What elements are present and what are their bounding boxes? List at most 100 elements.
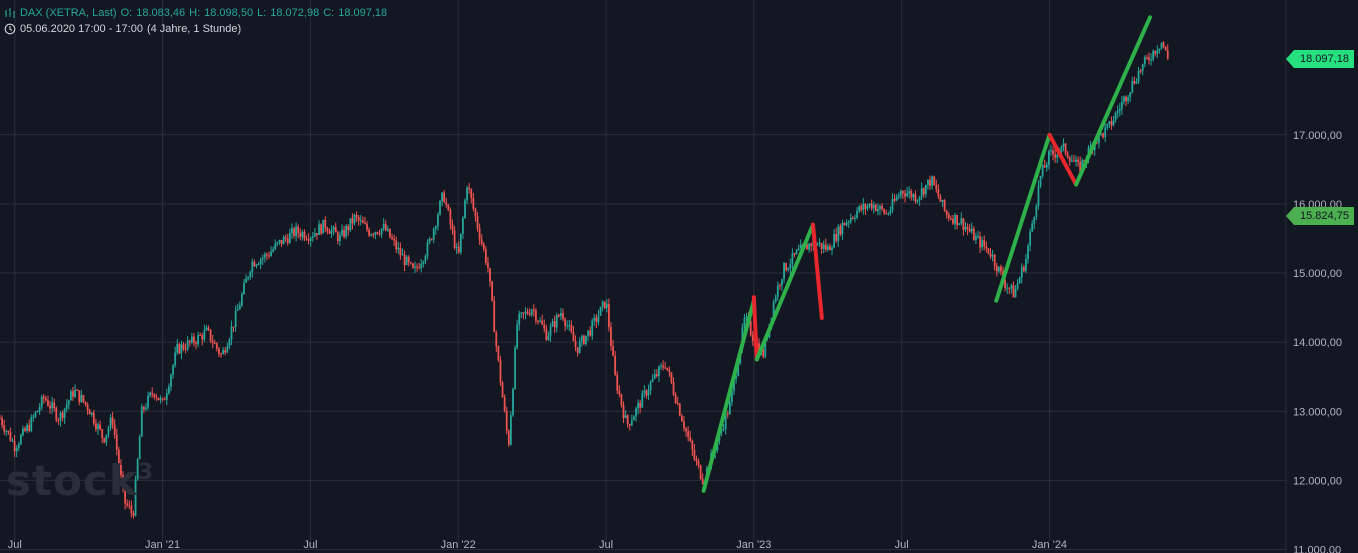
candle-body — [683, 421, 685, 429]
range-label: (4 Jahre, 1 Stunde) — [146, 23, 242, 35]
y-tick-label: 11.000,00 — [1293, 545, 1341, 553]
candle-body — [149, 392, 152, 396]
x-tick-label: Jan '22 — [441, 539, 476, 551]
candle-body — [270, 251, 272, 257]
candle-body — [924, 184, 927, 195]
candle-body — [528, 313, 531, 315]
candle-body — [113, 424, 116, 435]
candle-body — [991, 254, 994, 257]
candle-body — [509, 415, 512, 445]
candle-body — [368, 229, 370, 236]
candle-body — [155, 396, 158, 398]
candle-body — [772, 301, 775, 318]
candle-body — [1020, 267, 1023, 278]
candle-body — [366, 223, 368, 230]
candle-body — [670, 372, 673, 383]
x-tick-label: Jul — [303, 539, 317, 551]
candle-body — [824, 244, 827, 250]
candle-body — [1112, 120, 1115, 126]
candle-body — [103, 437, 106, 443]
candle-body — [393, 239, 396, 241]
candle-body — [935, 184, 938, 190]
candle-body — [124, 487, 127, 504]
candle-body — [735, 375, 737, 380]
candle-body — [134, 479, 137, 516]
candle-body — [743, 318, 746, 328]
candle-body — [599, 306, 602, 316]
candle-body — [482, 243, 485, 249]
candle-body — [439, 201, 441, 215]
candle-body — [524, 311, 527, 314]
candle-body — [987, 248, 990, 254]
candle-body — [349, 218, 352, 231]
candle-body — [5, 431, 8, 433]
candle-body — [1102, 133, 1105, 138]
candle-body — [605, 303, 608, 309]
candle-body — [764, 338, 767, 357]
candle-body — [299, 233, 302, 237]
candle-body — [424, 256, 427, 262]
candle-body — [418, 267, 421, 269]
candle-body — [693, 449, 696, 459]
candle-body — [949, 218, 952, 220]
candle-body — [303, 232, 306, 239]
candle-body — [512, 388, 514, 416]
candle-body — [188, 340, 191, 343]
candle-body — [676, 403, 679, 405]
bar-chart-icon[interactable] — [4, 7, 16, 19]
candle-body — [1064, 143, 1067, 154]
candle-body — [985, 246, 988, 249]
candle-body — [587, 330, 589, 336]
candle-body — [847, 221, 850, 223]
candle-body — [1137, 70, 1140, 82]
candle-body — [808, 243, 810, 250]
candle-body — [841, 222, 844, 235]
candle-body — [407, 256, 410, 263]
candle-body — [86, 404, 89, 410]
candle-body — [1106, 124, 1109, 128]
candle-body — [947, 214, 950, 219]
candle-body — [1164, 46, 1167, 51]
candle-body — [607, 303, 610, 328]
candle-body — [466, 187, 468, 201]
candle-body — [574, 341, 577, 348]
candle-body — [899, 191, 902, 196]
candle-body — [733, 379, 735, 391]
candle-body — [954, 214, 956, 224]
candle-body — [835, 234, 838, 242]
candle-body — [272, 249, 275, 252]
candle-body — [751, 335, 754, 342]
candle-body — [664, 367, 667, 369]
candle-body — [459, 233, 462, 253]
candle-body — [1162, 42, 1165, 47]
candle-body — [105, 434, 108, 443]
impulse-line-down — [810, 222, 824, 320]
candle-body — [101, 429, 104, 438]
candle-body — [182, 344, 185, 350]
candle-body — [516, 324, 519, 348]
candle-body — [397, 247, 400, 250]
candle-body — [257, 264, 260, 266]
candle-body — [678, 403, 681, 416]
candle-body — [1066, 153, 1069, 158]
candle-body — [462, 217, 464, 234]
candle-body — [1145, 57, 1148, 59]
candle-body — [359, 220, 362, 222]
low-label: L: — [257, 7, 267, 19]
candle-body — [9, 431, 12, 442]
candle-body — [749, 321, 752, 336]
candle-body — [1070, 160, 1073, 162]
candle-body — [49, 405, 51, 409]
candle-body — [1041, 165, 1044, 176]
candle-body — [218, 348, 220, 354]
candle-body — [324, 219, 327, 229]
candle-body — [55, 408, 58, 421]
candle-body — [966, 226, 969, 230]
candle-body — [941, 199, 944, 202]
candle-body — [336, 232, 339, 242]
candle-body — [411, 263, 414, 268]
candle-body — [130, 506, 133, 514]
candle-body — [489, 267, 491, 282]
candle-body — [328, 231, 331, 234]
